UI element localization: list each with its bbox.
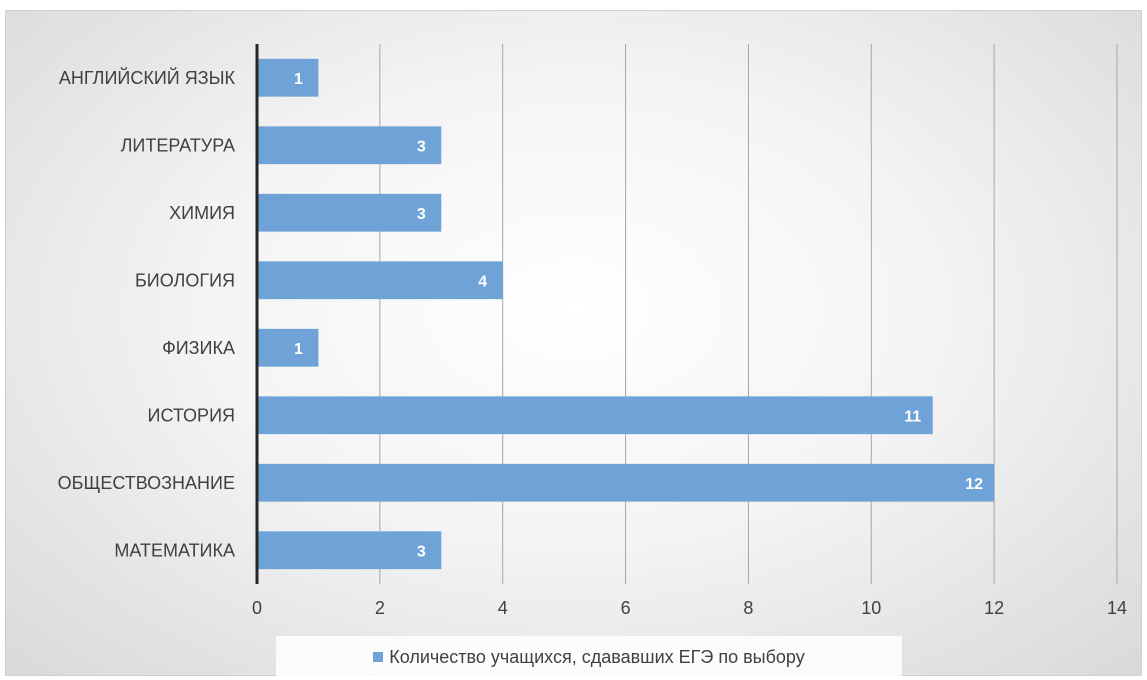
bars: [257, 58, 995, 570]
bar-8: [257, 531, 442, 570]
chart-area: 0 2 4 6 8 10 12 14 АНГЛИЙСКИЙ ЯЗЫК 1 ЛИТЕРАТУРА 3 ХИ…: [5, 10, 1142, 678]
bar-3: [257, 193, 442, 232]
x-tick-label: 12: [984, 598, 1004, 618]
x-tick-label: 0: [252, 598, 262, 618]
category-label: МАТЕМАТИКА: [114, 540, 235, 560]
data-label: 1: [294, 71, 303, 88]
bar-5: [257, 328, 319, 367]
data-label: 11: [904, 408, 921, 425]
bar-6: [257, 396, 933, 435]
data-label: 1: [294, 341, 303, 358]
bar-7: [257, 463, 995, 502]
legend-label: Количество учащихся, сдававших ЕГЭ по вы…: [389, 646, 805, 667]
legend-swatch: [373, 652, 384, 662]
bar-1: [257, 58, 319, 97]
x-tick-label: 14: [1107, 598, 1127, 618]
category-label: ФИЗИКА: [162, 338, 235, 358]
legend: Количество учащихся, сдававших ЕГЭ по вы…: [276, 636, 902, 678]
x-tick-label: 2: [375, 598, 385, 618]
data-label: 12: [965, 476, 983, 493]
data-label: 3: [417, 206, 426, 223]
category-label: ИСТОРИЯ: [148, 405, 235, 425]
gridlines: [379, 44, 1118, 584]
data-label: 3: [417, 138, 426, 155]
x-tick-label: 4: [498, 598, 508, 618]
data-label: 4: [478, 273, 487, 290]
data-label: 3: [417, 543, 426, 560]
category-label: АНГЛИЙСКИЙ ЯЗЫК: [59, 67, 236, 88]
category-label: ХИМИЯ: [169, 203, 235, 223]
category-label: ОБЩЕСТВОЗНАНИЕ: [58, 473, 235, 493]
category-label: ЛИТЕРАТУРА: [121, 135, 235, 155]
category-label: БИОЛОГИЯ: [135, 270, 235, 290]
x-tick-label: 6: [621, 598, 631, 618]
x-tick-label: 10: [861, 598, 881, 618]
x-tick-label: 8: [743, 598, 753, 618]
bar-2: [257, 126, 442, 165]
bar-4: [257, 261, 503, 300]
